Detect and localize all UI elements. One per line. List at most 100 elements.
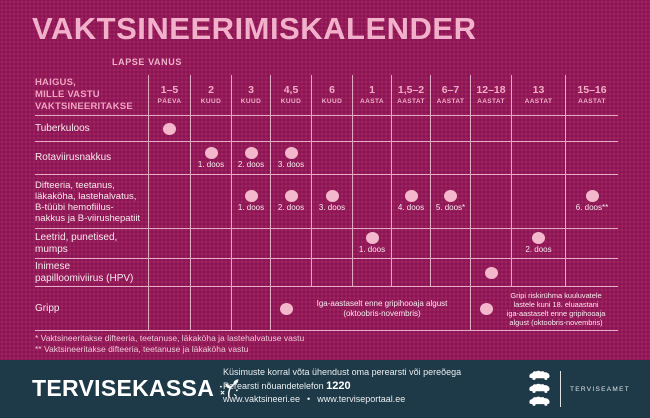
column-header-7: 1,5–2 AASTAT xyxy=(391,75,430,115)
dose-cell xyxy=(148,116,190,141)
dose-dot xyxy=(280,302,293,315)
age-value: 6 xyxy=(329,83,335,96)
column-header-8: 6–7 AASTAT xyxy=(430,75,470,115)
age-value: 1,5–2 xyxy=(397,83,425,96)
age-unit: KUUD xyxy=(280,97,302,105)
empty-cell xyxy=(430,229,470,258)
age-value: 2 xyxy=(208,83,214,96)
age-value: 3 xyxy=(248,83,254,96)
column-header-9: 12–18 AASTAT xyxy=(470,75,511,115)
table-row: Rotaviirusnakkus 1. doos 2. doos 3. doos xyxy=(35,141,618,174)
dose-dot xyxy=(325,190,339,203)
empty-cell xyxy=(231,116,270,141)
footnote-2: ** Vaktsineeritakse difteeria, teetanuse… xyxy=(35,344,249,354)
empty-cell xyxy=(231,229,270,258)
age-unit: AASTAT xyxy=(578,97,606,105)
dose-label: 3. doos xyxy=(318,203,346,213)
empty-cell xyxy=(511,259,565,286)
dose-dot xyxy=(204,146,218,159)
empty-cell xyxy=(190,229,231,258)
empty-cell xyxy=(190,287,231,330)
footnotes: * Vaktsineeritakse difteeria, teetanuse,… xyxy=(35,333,304,355)
empty-cell xyxy=(148,287,190,330)
age-unit: PÄEVA xyxy=(157,97,182,105)
dose-label: 2. doos xyxy=(525,245,552,255)
age-value: 6–7 xyxy=(441,83,460,96)
footer-contact-line: Küsimuste korral võta ühendust oma perea… xyxy=(223,367,462,377)
age-unit: AASTAT xyxy=(436,97,465,105)
phone-label: Perearsti nõuandetelefon xyxy=(223,380,324,391)
dose-dot xyxy=(484,266,498,279)
column-header-6: 1 AASTA xyxy=(352,75,391,115)
dose-cell: 2. doos xyxy=(511,229,565,258)
dose-cell: Iga-aastaselt enne gripihooaja algust (o… xyxy=(270,287,470,330)
brand-logo: TERVISEKASSA xyxy=(32,375,241,401)
empty-cell xyxy=(430,142,470,174)
table-header-row: HAIGUS, MILLE VASTU VAKTSINEERITAKSE 1–5 P… xyxy=(35,75,618,115)
column-header-5: 6 KUUD xyxy=(311,75,352,115)
dose-label: 2. doos xyxy=(277,203,305,213)
page-title: VAKTSINEERIMISKALENDER xyxy=(32,11,477,46)
footer-phone-line: Perearsti nõuandetelefon 1220 xyxy=(223,380,461,394)
empty-cell xyxy=(391,229,430,258)
dose-dot xyxy=(585,190,599,203)
empty-cell xyxy=(391,259,430,286)
empty-cell xyxy=(231,259,270,286)
age-value: 15–16 xyxy=(577,83,607,96)
table-row: Inimese papilloomiviirus (HPV) xyxy=(35,258,618,286)
age-value: 4,5 xyxy=(283,83,299,96)
empty-cell xyxy=(352,142,391,174)
empty-cell xyxy=(565,116,618,141)
dose-note: Iga-aastaselt enne gripihooaja algust (o… xyxy=(316,299,448,318)
dose-label: 1. doos xyxy=(358,245,386,255)
empty-cell xyxy=(470,142,511,174)
disease-label: Gripp xyxy=(35,302,60,314)
empty-cell xyxy=(352,116,391,141)
disease-label: Inimese papilloomiviirus (HPV) xyxy=(35,261,134,284)
dose-dot xyxy=(163,122,176,135)
dose-label: 2. doos xyxy=(237,159,265,169)
empty-cell xyxy=(565,229,618,258)
sprout-icon xyxy=(217,375,241,401)
age-axis-label: LAPSE VANUS xyxy=(112,57,182,67)
dose-cell: 3. doos xyxy=(311,175,352,228)
empty-cell xyxy=(190,175,231,228)
age-unit: AASTAT xyxy=(477,97,505,105)
age-unit: KUUD xyxy=(321,97,343,105)
empty-cell xyxy=(470,229,511,258)
dose-dot xyxy=(284,146,298,159)
footer-websites: www.vaktsineeri.ee • www.terviseportaal.… xyxy=(223,393,461,407)
column-header-4: 4,5 KUUD xyxy=(270,75,311,115)
dose-dot xyxy=(244,146,258,159)
empty-cell xyxy=(391,142,430,174)
dose-label: 5. doos* xyxy=(435,203,466,213)
empty-cell xyxy=(270,259,311,286)
empty-cell xyxy=(352,259,391,286)
dose-cell: 4. doos xyxy=(391,175,430,228)
dose-cell: 3. doos xyxy=(270,142,311,174)
column-header-3: 3 KUUD xyxy=(231,75,270,115)
age-unit: AASTA xyxy=(360,97,384,105)
table-row: Difteeria, teetanus, läkaköha, lastehalv… xyxy=(35,174,618,228)
table-row: Tuberkuloos xyxy=(35,115,618,141)
dose-cell: 1. doos xyxy=(190,142,231,174)
dose-cell: 1. doos xyxy=(231,175,270,228)
dose-label: 4. doos xyxy=(397,203,425,213)
table-row: Gripp Iga-aastaselt enne gripihooaja algu… xyxy=(35,286,618,330)
empty-cell xyxy=(565,142,618,174)
empty-cell xyxy=(190,259,231,286)
age-unit: KUUD xyxy=(240,97,262,105)
empty-cell xyxy=(430,116,470,141)
column-header-11: 15–16 AASTAT xyxy=(565,75,618,115)
dose-note: Gripi riskirühma kuuluvatele lastele kun… xyxy=(506,290,606,327)
dose-label: 6. doos** xyxy=(575,203,609,213)
dose-dot xyxy=(480,302,493,315)
empty-cell xyxy=(270,116,311,141)
dose-dot xyxy=(244,190,258,203)
empty-cell xyxy=(352,175,391,228)
dose-dot xyxy=(444,190,457,203)
disease-label: Difteeria, teetanus, läkaköha, lastehalv… xyxy=(35,179,141,224)
dose-cell: 1. doos xyxy=(352,229,391,258)
bullet-separator: • xyxy=(307,394,311,404)
age-value: 1–5 xyxy=(160,83,179,96)
